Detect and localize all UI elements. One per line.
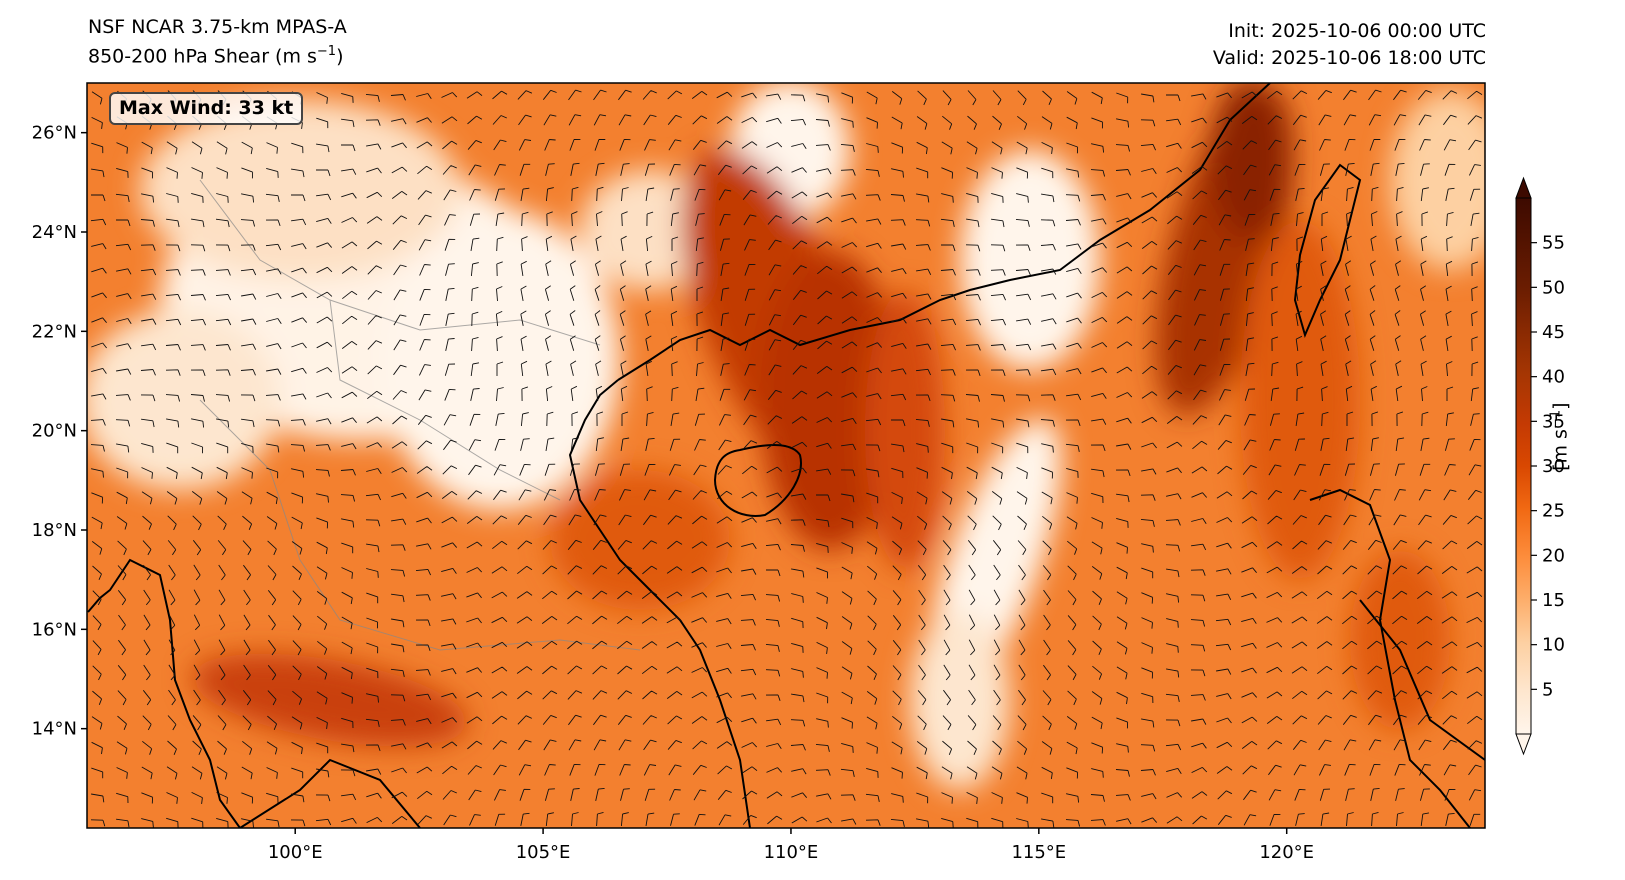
colorbar-label-prefix: [m s bbox=[1549, 429, 1572, 471]
lat-tick-label: 14°N bbox=[32, 719, 77, 740]
lat-tick-label: 24°N bbox=[32, 222, 77, 243]
wind-barbs bbox=[90, 89, 1483, 828]
coastlines bbox=[87, 83, 1485, 828]
colorbar: 5 10 15 20 25 30 35 40 45 50 55 bbox=[1515, 176, 1565, 756]
plot-frame bbox=[86, 82, 1486, 829]
latitude-axis: 14°N 16°N 18°N 20°N 22°N 24°N 26°N bbox=[32, 123, 87, 740]
colorbar-label-sup: −1 bbox=[1548, 409, 1564, 430]
lat-tick-label: 26°N bbox=[32, 123, 77, 144]
colorbar-tick-label: 25 bbox=[1542, 501, 1565, 522]
longitude-axis: 100°E 105°E 110°E 115°E 120°E bbox=[268, 828, 1314, 863]
colorbar-scale bbox=[1515, 197, 1532, 735]
colorbar-tick-label: 40 bbox=[1542, 367, 1565, 388]
colorbar-min-extend bbox=[1515, 733, 1532, 756]
colorbar-tick-label: 50 bbox=[1542, 277, 1565, 298]
field-title-prefix: 850-200 hPa Shear (m s bbox=[88, 45, 317, 68]
colorbar-label-suffix: ] bbox=[1549, 402, 1572, 410]
lon-tick-label: 115°E bbox=[1011, 842, 1066, 863]
lon-tick-label: 120°E bbox=[1259, 842, 1314, 863]
country-borders bbox=[199, 179, 641, 651]
lon-tick-label: 110°E bbox=[764, 842, 819, 863]
lon-tick-label: 100°E bbox=[268, 842, 323, 863]
field-title-sup: −1 bbox=[316, 44, 337, 59]
colorbar-label: [m s−1] bbox=[1548, 392, 1571, 482]
colorbar-tick-label: 55 bbox=[1542, 233, 1565, 254]
wind-barb-field bbox=[90, 89, 1483, 828]
lat-tick-label: 20°N bbox=[32, 421, 77, 442]
shear-shading bbox=[87, 83, 1485, 828]
model-title: NSF NCAR 3.75-km MPAS-A bbox=[88, 16, 347, 38]
colorbar-tick-label: 5 bbox=[1542, 679, 1553, 700]
colorbar-ticks: 5 10 15 20 25 30 35 40 45 50 55 bbox=[1531, 233, 1565, 700]
lon-tick-label: 105°E bbox=[516, 842, 571, 863]
colorbar-tick-label: 10 bbox=[1542, 635, 1565, 656]
max-wind-annotation: Max Wind: 33 kt bbox=[109, 92, 304, 125]
field-title: 850-200 hPa Shear (m s−1) bbox=[88, 45, 344, 66]
colorbar-max-extend bbox=[1515, 176, 1532, 199]
init-time: Init: 2025-10-06 00:00 UTC bbox=[1228, 20, 1486, 42]
colorbar-tick-label: 20 bbox=[1542, 545, 1565, 566]
lat-tick-label: 16°N bbox=[32, 619, 77, 640]
lat-tick-label: 22°N bbox=[32, 321, 77, 342]
colorbar-tick-label: 15 bbox=[1542, 590, 1565, 611]
lat-tick-label: 18°N bbox=[32, 520, 77, 541]
colorbar-tick-label: 45 bbox=[1542, 322, 1565, 343]
colorbar-tick-label: 30 bbox=[1542, 456, 1565, 477]
valid-time: Valid: 2025-10-06 18:00 UTC bbox=[1212, 47, 1486, 69]
field-title-suffix: ) bbox=[336, 45, 344, 68]
colorbar-tick-label: 35 bbox=[1542, 411, 1565, 432]
